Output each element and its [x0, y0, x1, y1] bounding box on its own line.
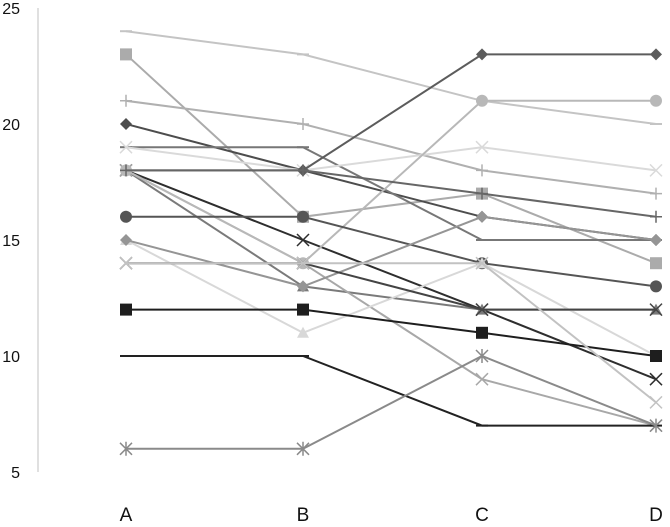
- data-point: [119, 441, 133, 456]
- y-tick-label: 10: [2, 349, 20, 366]
- series-line: [125, 99, 657, 195]
- data-point: [650, 257, 662, 270]
- data-point: [119, 256, 133, 270]
- data-point: [650, 94, 662, 107]
- series-line: [126, 169, 657, 218]
- data-point: [476, 164, 488, 177]
- series-18: [120, 355, 662, 427]
- data-point: [649, 163, 663, 177]
- data-point: [297, 118, 309, 130]
- data-point: [650, 187, 662, 200]
- y-tick-label: 20: [2, 117, 20, 134]
- data-point: [120, 94, 132, 107]
- y-tick-label: 15: [2, 233, 20, 250]
- series-line: [125, 146, 657, 172]
- series-20: [119, 256, 663, 409]
- data-point: [649, 303, 663, 317]
- data-point: [476, 94, 488, 107]
- series-3: [120, 94, 662, 200]
- data-point: [475, 303, 489, 317]
- data-point: [475, 256, 489, 270]
- series-line: [126, 146, 656, 241]
- data-point: [297, 326, 309, 338]
- y-axis-ticks: 5 10 15 20 25: [2, 1, 20, 482]
- data-point: [120, 164, 132, 177]
- data-point: [297, 303, 309, 316]
- series-line: [126, 354, 657, 450]
- x-tick-label: C: [475, 505, 489, 526]
- data-point: [296, 441, 310, 456]
- data-point: [649, 418, 663, 433]
- x-tick-label: B: [297, 505, 310, 526]
- data-point: [119, 140, 133, 154]
- data-point: [475, 372, 489, 386]
- y-tick-label: 25: [2, 1, 20, 18]
- series-line: [126, 308, 657, 357]
- data-point: [475, 349, 489, 363]
- data-point: [296, 256, 310, 270]
- data-point: [120, 48, 132, 61]
- x-tick-label: D: [649, 505, 663, 526]
- data-point: [297, 210, 309, 223]
- data-point: [120, 234, 132, 246]
- data-point: [476, 187, 488, 200]
- series-line: [126, 262, 656, 311]
- data-point: [297, 280, 309, 293]
- series-19: [119, 349, 663, 456]
- data-point: [120, 210, 132, 223]
- series-line: [126, 355, 656, 427]
- data-point: [476, 326, 488, 339]
- series-8: [119, 163, 663, 386]
- data-point: [120, 118, 132, 130]
- series-line: [126, 215, 657, 288]
- series-16: [119, 256, 663, 317]
- data-point: [650, 210, 662, 223]
- x-axis-ticks: A B C D: [120, 505, 663, 526]
- data-point: [120, 303, 132, 316]
- data-point: [649, 395, 663, 409]
- data-point: [650, 350, 662, 362]
- data-point: [475, 140, 489, 154]
- data-point: [650, 234, 662, 246]
- data-point: [649, 372, 663, 386]
- series-17: [120, 303, 662, 362]
- x-tick-label: A: [120, 505, 133, 526]
- series-12: [120, 164, 662, 223]
- data-point: [476, 48, 488, 61]
- data-point: [296, 233, 310, 247]
- series-layer: [119, 30, 663, 456]
- series-line: [125, 30, 657, 125]
- data-point: [650, 48, 662, 61]
- y-tick-label: 5: [11, 465, 20, 482]
- series-line: [126, 262, 657, 404]
- data-point: [297, 164, 309, 177]
- data-point: [650, 280, 662, 293]
- data-point: [476, 210, 488, 223]
